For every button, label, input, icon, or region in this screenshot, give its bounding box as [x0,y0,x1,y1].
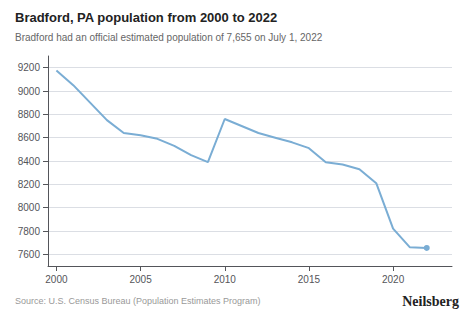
svg-text:Source: U.S. Census Bureau (Po: Source: U.S. Census Bureau (Population E… [15,296,261,306]
svg-text:Bradford, PA population from 2: Bradford, PA population from 2000 to 202… [15,10,277,25]
svg-text:8800: 8800 [18,109,41,120]
svg-text:8400: 8400 [18,156,41,167]
svg-text:7800: 7800 [18,226,41,237]
svg-text:2020: 2020 [382,274,405,285]
svg-text:2005: 2005 [129,274,152,285]
svg-text:8600: 8600 [18,132,41,143]
svg-text:9000: 9000 [18,86,41,97]
svg-text:Bradford had an official estim: Bradford had an official estimated popul… [15,32,323,43]
svg-text:8200: 8200 [18,179,41,190]
svg-text:2015: 2015 [298,274,321,285]
svg-text:8000: 8000 [18,202,41,213]
svg-text:2000: 2000 [45,274,68,285]
svg-text:Neilsberg: Neilsberg [402,294,459,309]
svg-text:2010: 2010 [214,274,237,285]
svg-text:7600: 7600 [18,249,41,260]
svg-text:9200: 9200 [18,62,41,73]
